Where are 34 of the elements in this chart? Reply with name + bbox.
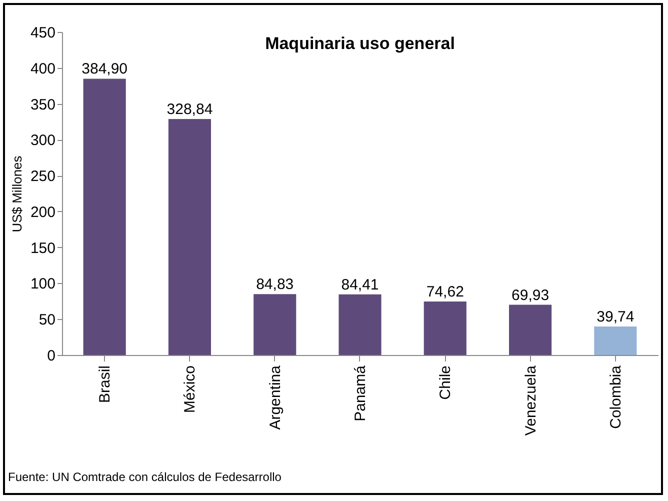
y-tick-label: 250 bbox=[30, 168, 56, 186]
data-label: 84,41 bbox=[341, 276, 379, 294]
x-tick-label: Panamá bbox=[352, 364, 369, 422]
bar bbox=[83, 78, 126, 355]
y-tick-label: 0 bbox=[47, 348, 56, 364]
y-tick-label: 50 bbox=[38, 312, 56, 329]
y-tick-label: 150 bbox=[30, 240, 56, 257]
bar bbox=[254, 294, 296, 355]
data-label: 69,93 bbox=[512, 286, 550, 304]
data-label: 84,83 bbox=[256, 276, 294, 294]
data-label: 328,84 bbox=[166, 100, 213, 118]
y-tick-label: 200 bbox=[30, 204, 56, 221]
bar bbox=[509, 304, 552, 355]
data-label: 39,74 bbox=[596, 308, 634, 326]
bar bbox=[168, 118, 211, 355]
y-axis-title: US$ Millones bbox=[9, 155, 24, 232]
x-tick-label: Colombia bbox=[607, 364, 624, 429]
x-tick-label: Venezuela bbox=[522, 364, 540, 436]
y-tick-label: 350 bbox=[30, 96, 56, 114]
x-tick-label: Chile bbox=[437, 366, 454, 400]
bar bbox=[594, 326, 637, 355]
y-tick-label: 300 bbox=[30, 132, 56, 150]
y-tick-label: 100 bbox=[30, 276, 56, 293]
x-tick-label: Brasil bbox=[96, 366, 114, 404]
x-tick-label: México bbox=[182, 366, 199, 414]
bar bbox=[424, 301, 466, 355]
source-note: Fuente: UN Comtrade con cálculos de Fedesarrollo bbox=[8, 470, 282, 484]
y-tick-label: 450 bbox=[30, 24, 56, 42]
bar bbox=[338, 294, 382, 355]
data-label: 74,62 bbox=[426, 283, 464, 300]
chart-title: Maquinaria uso general bbox=[265, 34, 455, 53]
x-tick-label: Argentina bbox=[266, 364, 284, 430]
data-label: 384,90 bbox=[82, 60, 128, 78]
y-tick-label: 400 bbox=[30, 60, 56, 78]
